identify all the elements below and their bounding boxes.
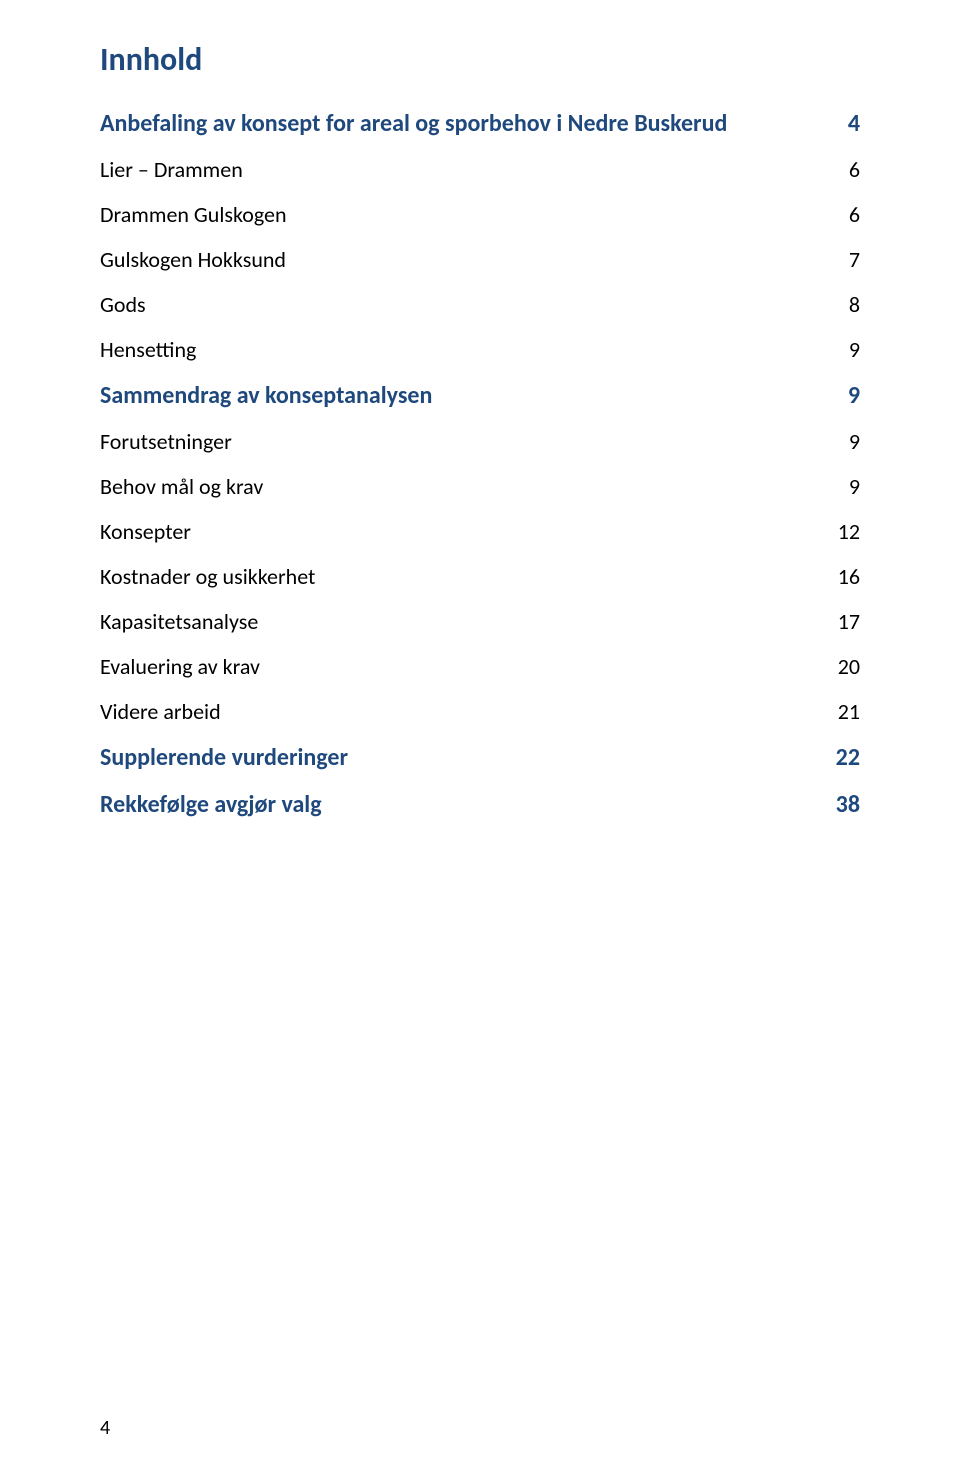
toc-entry: Drammen Gulskogen 6 bbox=[100, 201, 860, 228]
toc-entry-label: Hensetting bbox=[100, 336, 196, 363]
toc-entry-label: Anbefaling av konsept for areal og sporb… bbox=[100, 109, 727, 138]
footer-page-number: 4 bbox=[100, 1416, 110, 1440]
toc-entry-page: 21 bbox=[838, 698, 860, 725]
toc-entry: Supplerende vurderinger 22 bbox=[100, 743, 860, 772]
toc-entry-label: Supplerende vurderinger bbox=[100, 743, 348, 772]
toc-entry-label: Kapasitetsanalyse bbox=[100, 608, 258, 635]
toc-entry-page: 20 bbox=[838, 653, 860, 680]
toc-entry-label: Drammen Gulskogen bbox=[100, 201, 287, 228]
toc-entry-page: 16 bbox=[838, 563, 860, 590]
toc-entry: Gods 8 bbox=[100, 291, 860, 318]
toc-entry-label: Rekkefølge avgjør valg bbox=[100, 790, 322, 819]
toc-entry-label: Behov mål og krav bbox=[100, 473, 263, 500]
toc-entry: Konsepter 12 bbox=[100, 518, 860, 545]
toc-entry-page: 38 bbox=[836, 790, 860, 819]
toc-entry-page: 22 bbox=[836, 743, 860, 772]
toc-entry-page: 8 bbox=[849, 291, 860, 318]
toc-entry-page: 9 bbox=[849, 473, 860, 500]
toc-entry-page: 9 bbox=[849, 428, 860, 455]
toc-entry-label: Evaluering av krav bbox=[100, 653, 260, 680]
toc-entry: Behov mål og krav 9 bbox=[100, 473, 860, 500]
toc-entry-page: 6 bbox=[849, 201, 860, 228]
toc-entry-label: Sammendrag av konseptanalysen bbox=[100, 381, 432, 410]
toc-entry-label: Gods bbox=[100, 291, 146, 318]
toc-entry: Videre arbeid 21 bbox=[100, 698, 860, 725]
toc-entry: Hensetting 9 bbox=[100, 336, 860, 363]
toc-entry-page: 7 bbox=[849, 246, 860, 273]
toc-entry: Evaluering av krav 20 bbox=[100, 653, 860, 680]
toc-list: Anbefaling av konsept for areal og sporb… bbox=[100, 109, 860, 819]
toc-entry-page: 9 bbox=[849, 336, 860, 363]
toc-entry-label: Konsepter bbox=[100, 518, 191, 545]
toc-entry-label: Gulskogen Hokksund bbox=[100, 246, 286, 273]
toc-entry-page: 4 bbox=[848, 109, 860, 138]
toc-entry: Gulskogen Hokksund 7 bbox=[100, 246, 860, 273]
toc-entry: Sammendrag av konseptanalysen 9 bbox=[100, 381, 860, 410]
toc-entry-page: 9 bbox=[848, 381, 860, 410]
toc-entry: Rekkefølge avgjør valg 38 bbox=[100, 790, 860, 819]
toc-entry-page: 12 bbox=[838, 518, 860, 545]
toc-entry-page: 6 bbox=[849, 156, 860, 183]
toc-entry-label: Lier – Drammen bbox=[100, 156, 243, 183]
toc-entry: Kapasitetsanalyse 17 bbox=[100, 608, 860, 635]
toc-entry-label: Videre arbeid bbox=[100, 698, 221, 725]
toc-title: Innhold bbox=[100, 40, 860, 79]
toc-entry: Forutsetninger 9 bbox=[100, 428, 860, 455]
toc-entry: Kostnader og usikkerhet 16 bbox=[100, 563, 860, 590]
toc-entry-label: Forutsetninger bbox=[100, 428, 232, 455]
toc-entry-page: 17 bbox=[838, 608, 860, 635]
toc-entry: Lier – Drammen 6 bbox=[100, 156, 860, 183]
toc-entry-label: Kostnader og usikkerhet bbox=[100, 563, 315, 590]
toc-entry: Anbefaling av konsept for areal og sporb… bbox=[100, 109, 860, 138]
